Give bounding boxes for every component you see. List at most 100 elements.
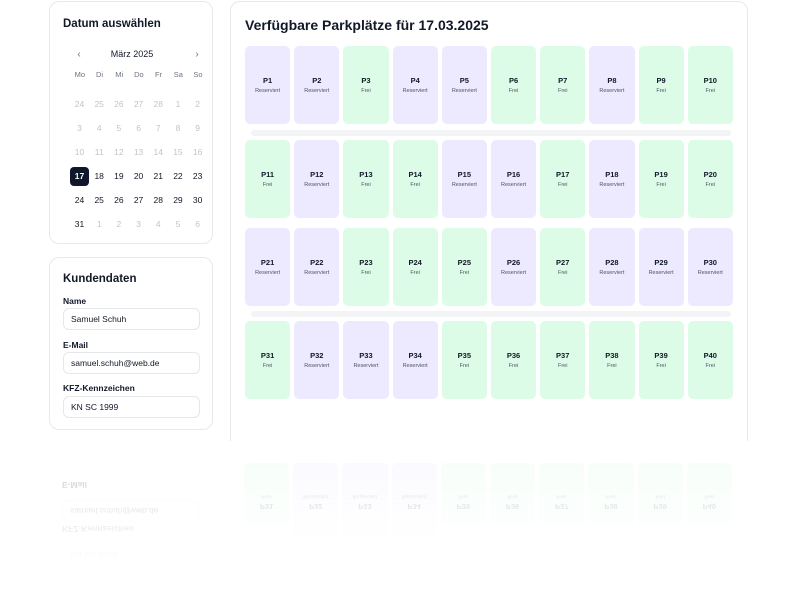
parking-spot[interactable]: P12 Reserviert — [294, 140, 340, 218]
spot-id: P39 — [653, 502, 667, 511]
calendar-day[interactable]: 28 — [153, 99, 163, 109]
parking-spot[interactable]: P28 Reserviert — [589, 228, 635, 306]
calendar-day[interactable]: 4 — [96, 123, 102, 133]
parking-spot[interactable]: P5 Reserviert — [441, 46, 487, 124]
parking-spot[interactable]: P33 Reserviert — [343, 321, 389, 399]
calendar-day[interactable]: 25 — [94, 195, 104, 205]
parking-spot[interactable]: P6 Frei — [490, 46, 537, 124]
parking-spot[interactable]: P35 Frei — [441, 321, 487, 399]
calendar-day[interactable]: 15 — [173, 147, 183, 157]
reflection-spot: P31 Frei — [244, 463, 290, 541]
calendar-day[interactable]: 27 — [133, 99, 144, 109]
parking-spot[interactable]: P17 Frei — [540, 140, 586, 218]
calendar-day[interactable]: 2 — [195, 99, 200, 109]
parking-spot[interactable]: P26 Reserviert — [490, 228, 537, 306]
calendar-day[interactable]: 10 — [74, 147, 85, 157]
customer-card-reflection: KN SC 1999 KFZ-Kennzeichen samuel.schuh@… — [49, 436, 213, 566]
calendar-day[interactable]: 28 — [153, 195, 163, 205]
parking-spot[interactable]: P1 Reserviert — [245, 46, 291, 124]
parking-spot[interactable]: P29 Reserviert — [638, 228, 684, 306]
calendar-day[interactable]: 2 — [116, 219, 122, 229]
calendar-day[interactable]: 23 — [192, 171, 203, 181]
calendar-day[interactable]: 13 — [133, 147, 144, 157]
parking-spot[interactable]: P10 Frei — [687, 46, 733, 124]
parking-spot[interactable]: P9 Frei — [638, 46, 684, 124]
plate-input[interactable] — [63, 396, 200, 418]
parking-spot[interactable]: P22 Reserviert — [294, 228, 340, 306]
name-input[interactable] — [63, 308, 200, 330]
parking-spot[interactable]: P34 Reserviert — [392, 321, 438, 399]
calendar-day[interactable]: 19 — [114, 171, 124, 181]
chevron-left-icon[interactable]: ‹ — [77, 49, 81, 60]
parking-spot[interactable]: P30 Reserviert — [687, 228, 733, 306]
calendar-day-selected[interactable]: 17 — [70, 167, 89, 186]
calendar-day[interactable]: 1 — [175, 99, 181, 109]
plate-label: KFZ-Kennzeichen — [63, 383, 135, 393]
calendar-day[interactable]: 30 — [192, 195, 203, 205]
calendar-day[interactable]: 18 — [94, 171, 104, 181]
calendar-day[interactable]: 5 — [116, 123, 122, 133]
parking-spot[interactable]: P40 Frei — [687, 321, 733, 399]
calendar-day[interactable]: 29 — [173, 195, 183, 205]
parking-spot[interactable]: P3 Frei — [343, 46, 389, 124]
calendar-day[interactable]: 24 — [74, 99, 85, 109]
calendar-day[interactable]: 26 — [114, 195, 124, 205]
chevron-right-icon[interactable]: › — [195, 49, 199, 60]
calendar-day[interactable]: 12 — [114, 147, 124, 157]
calendar-day[interactable]: 4 — [155, 219, 161, 229]
parking-spot[interactable]: P16 Reserviert — [490, 140, 537, 218]
parking-spot[interactable]: P8 Reserviert — [589, 46, 635, 124]
calendar-day[interactable]: 9 — [195, 123, 200, 133]
parking-spot[interactable]: P39 Frei — [638, 321, 684, 399]
parking-spot[interactable]: P38 Frei — [589, 321, 635, 399]
calendar-day[interactable]: 14 — [153, 147, 163, 157]
calendar-day[interactable]: 16 — [192, 147, 203, 157]
parking-spot[interactable]: P37 Frei — [540, 321, 586, 399]
calendar-day[interactable]: 5 — [175, 219, 181, 229]
spot-status: Frei — [261, 493, 272, 499]
calendar-day[interactable]: 26 — [114, 99, 124, 109]
parking-spot[interactable]: P27 Frei — [540, 228, 586, 306]
calendar-day[interactable]: 8 — [175, 123, 181, 133]
parking-spot[interactable]: P13 Frei — [343, 140, 389, 218]
parking-spot[interactable]: P11 Frei — [245, 140, 291, 218]
calendar-day[interactable]: 22 — [173, 171, 183, 181]
email-input[interactable] — [63, 352, 200, 374]
parking-spot[interactable]: P21 Reserviert — [245, 228, 291, 306]
parking-spot[interactable]: P24 Frei — [392, 228, 438, 306]
reflection-spot: P33 Reserviert — [342, 463, 388, 541]
calendar-day[interactable]: 25 — [94, 99, 104, 109]
parking-spot[interactable]: P19 Frei — [638, 140, 684, 218]
spot-status: Frei — [507, 493, 518, 499]
spot-id: P9 — [656, 76, 666, 85]
parking-spot[interactable]: P4 Reserviert — [392, 46, 438, 124]
calendar-day[interactable]: 3 — [136, 219, 141, 229]
parking-spot[interactable]: P20 Frei — [687, 140, 733, 218]
parking-spot[interactable]: P7 Frei — [540, 46, 586, 124]
parking-spot[interactable]: P23 Frei — [343, 228, 389, 306]
spot-status: Reserviert — [304, 88, 330, 94]
spot-id: P7 — [558, 76, 568, 85]
parking-spot[interactable]: P14 Frei — [392, 140, 438, 218]
calendar-day[interactable]: 21 — [153, 171, 163, 181]
calendar-day[interactable]: 7 — [155, 123, 161, 133]
calendar-day[interactable]: 20 — [133, 171, 144, 181]
parking-spot[interactable]: P25 Frei — [441, 228, 487, 306]
parking-spot[interactable]: P31 Frei — [245, 321, 291, 399]
parking-spot[interactable]: P36 Frei — [490, 321, 537, 399]
spot-status: Frei — [361, 88, 371, 94]
calendar-day[interactable]: 6 — [136, 123, 141, 133]
calendar-day[interactable]: 11 — [94, 147, 104, 157]
calendar-day[interactable]: 6 — [195, 219, 200, 229]
calendar-day[interactable]: 3 — [77, 123, 82, 133]
parking-spot[interactable]: P32 Reserviert — [294, 321, 340, 399]
parking-spot[interactable]: P15 Reserviert — [441, 140, 487, 218]
calendar-day[interactable]: 27 — [133, 195, 144, 205]
calendar-day[interactable]: 31 — [74, 219, 85, 229]
parking-spot[interactable]: P2 Reserviert — [294, 46, 340, 124]
parking-spot[interactable]: P18 Reserviert — [589, 140, 635, 218]
spot-id: P34 — [408, 351, 422, 360]
calendar-day[interactable]: 1 — [96, 219, 102, 229]
spot-id: P1 — [263, 76, 273, 85]
calendar-day[interactable]: 24 — [74, 195, 85, 205]
